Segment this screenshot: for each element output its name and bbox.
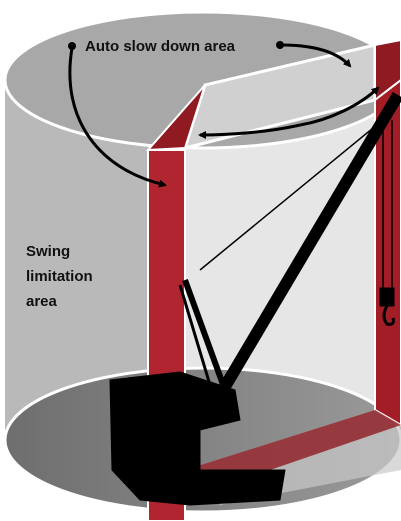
slow-down-label: Auto slow down area [85,38,236,55]
arrows [68,43,380,188]
swing-label: area [26,293,58,310]
crane [109,91,401,506]
floor-wedge [185,410,401,470]
dot [276,41,284,49]
swing-label: limitation [26,268,93,285]
dot [68,42,76,50]
swing-label: Swing [26,243,70,260]
wall-right [374,78,401,427]
